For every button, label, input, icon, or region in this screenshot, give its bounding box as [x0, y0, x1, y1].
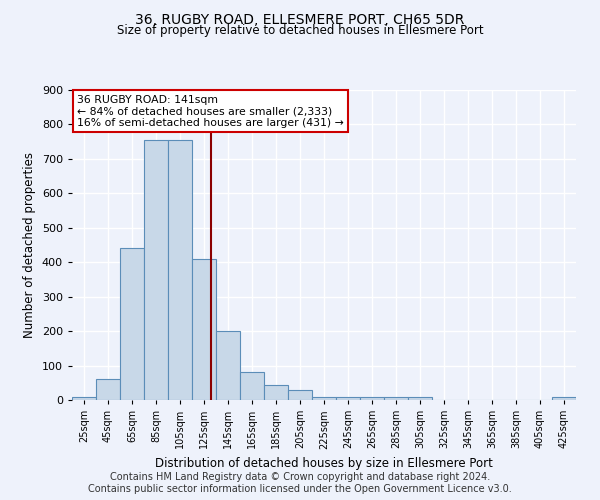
X-axis label: Distribution of detached houses by size in Ellesmere Port: Distribution of detached houses by size … — [155, 457, 493, 470]
Bar — [241, 372, 263, 400]
Bar — [217, 331, 239, 400]
Bar — [361, 396, 383, 400]
Bar — [289, 390, 311, 400]
Bar — [97, 380, 119, 400]
Bar — [73, 396, 95, 400]
Text: Contains HM Land Registry data © Crown copyright and database right 2024.: Contains HM Land Registry data © Crown c… — [110, 472, 490, 482]
Bar — [145, 140, 167, 400]
Text: Contains public sector information licensed under the Open Government Licence v3: Contains public sector information licen… — [88, 484, 512, 494]
Y-axis label: Number of detached properties: Number of detached properties — [23, 152, 36, 338]
Text: 36, RUGBY ROAD, ELLESMERE PORT, CH65 5DR: 36, RUGBY ROAD, ELLESMERE PORT, CH65 5DR — [136, 12, 464, 26]
Bar — [121, 248, 143, 400]
Text: Size of property relative to detached houses in Ellesmere Port: Size of property relative to detached ho… — [116, 24, 484, 37]
Bar — [553, 397, 575, 400]
Bar — [313, 396, 335, 400]
Bar — [265, 384, 287, 400]
Bar — [193, 259, 215, 400]
Bar — [409, 396, 431, 400]
Bar — [337, 396, 359, 400]
Bar — [385, 396, 407, 400]
Text: 36 RUGBY ROAD: 141sqm
← 84% of detached houses are smaller (2,333)
16% of semi-d: 36 RUGBY ROAD: 141sqm ← 84% of detached … — [77, 94, 344, 128]
Bar — [169, 140, 191, 400]
